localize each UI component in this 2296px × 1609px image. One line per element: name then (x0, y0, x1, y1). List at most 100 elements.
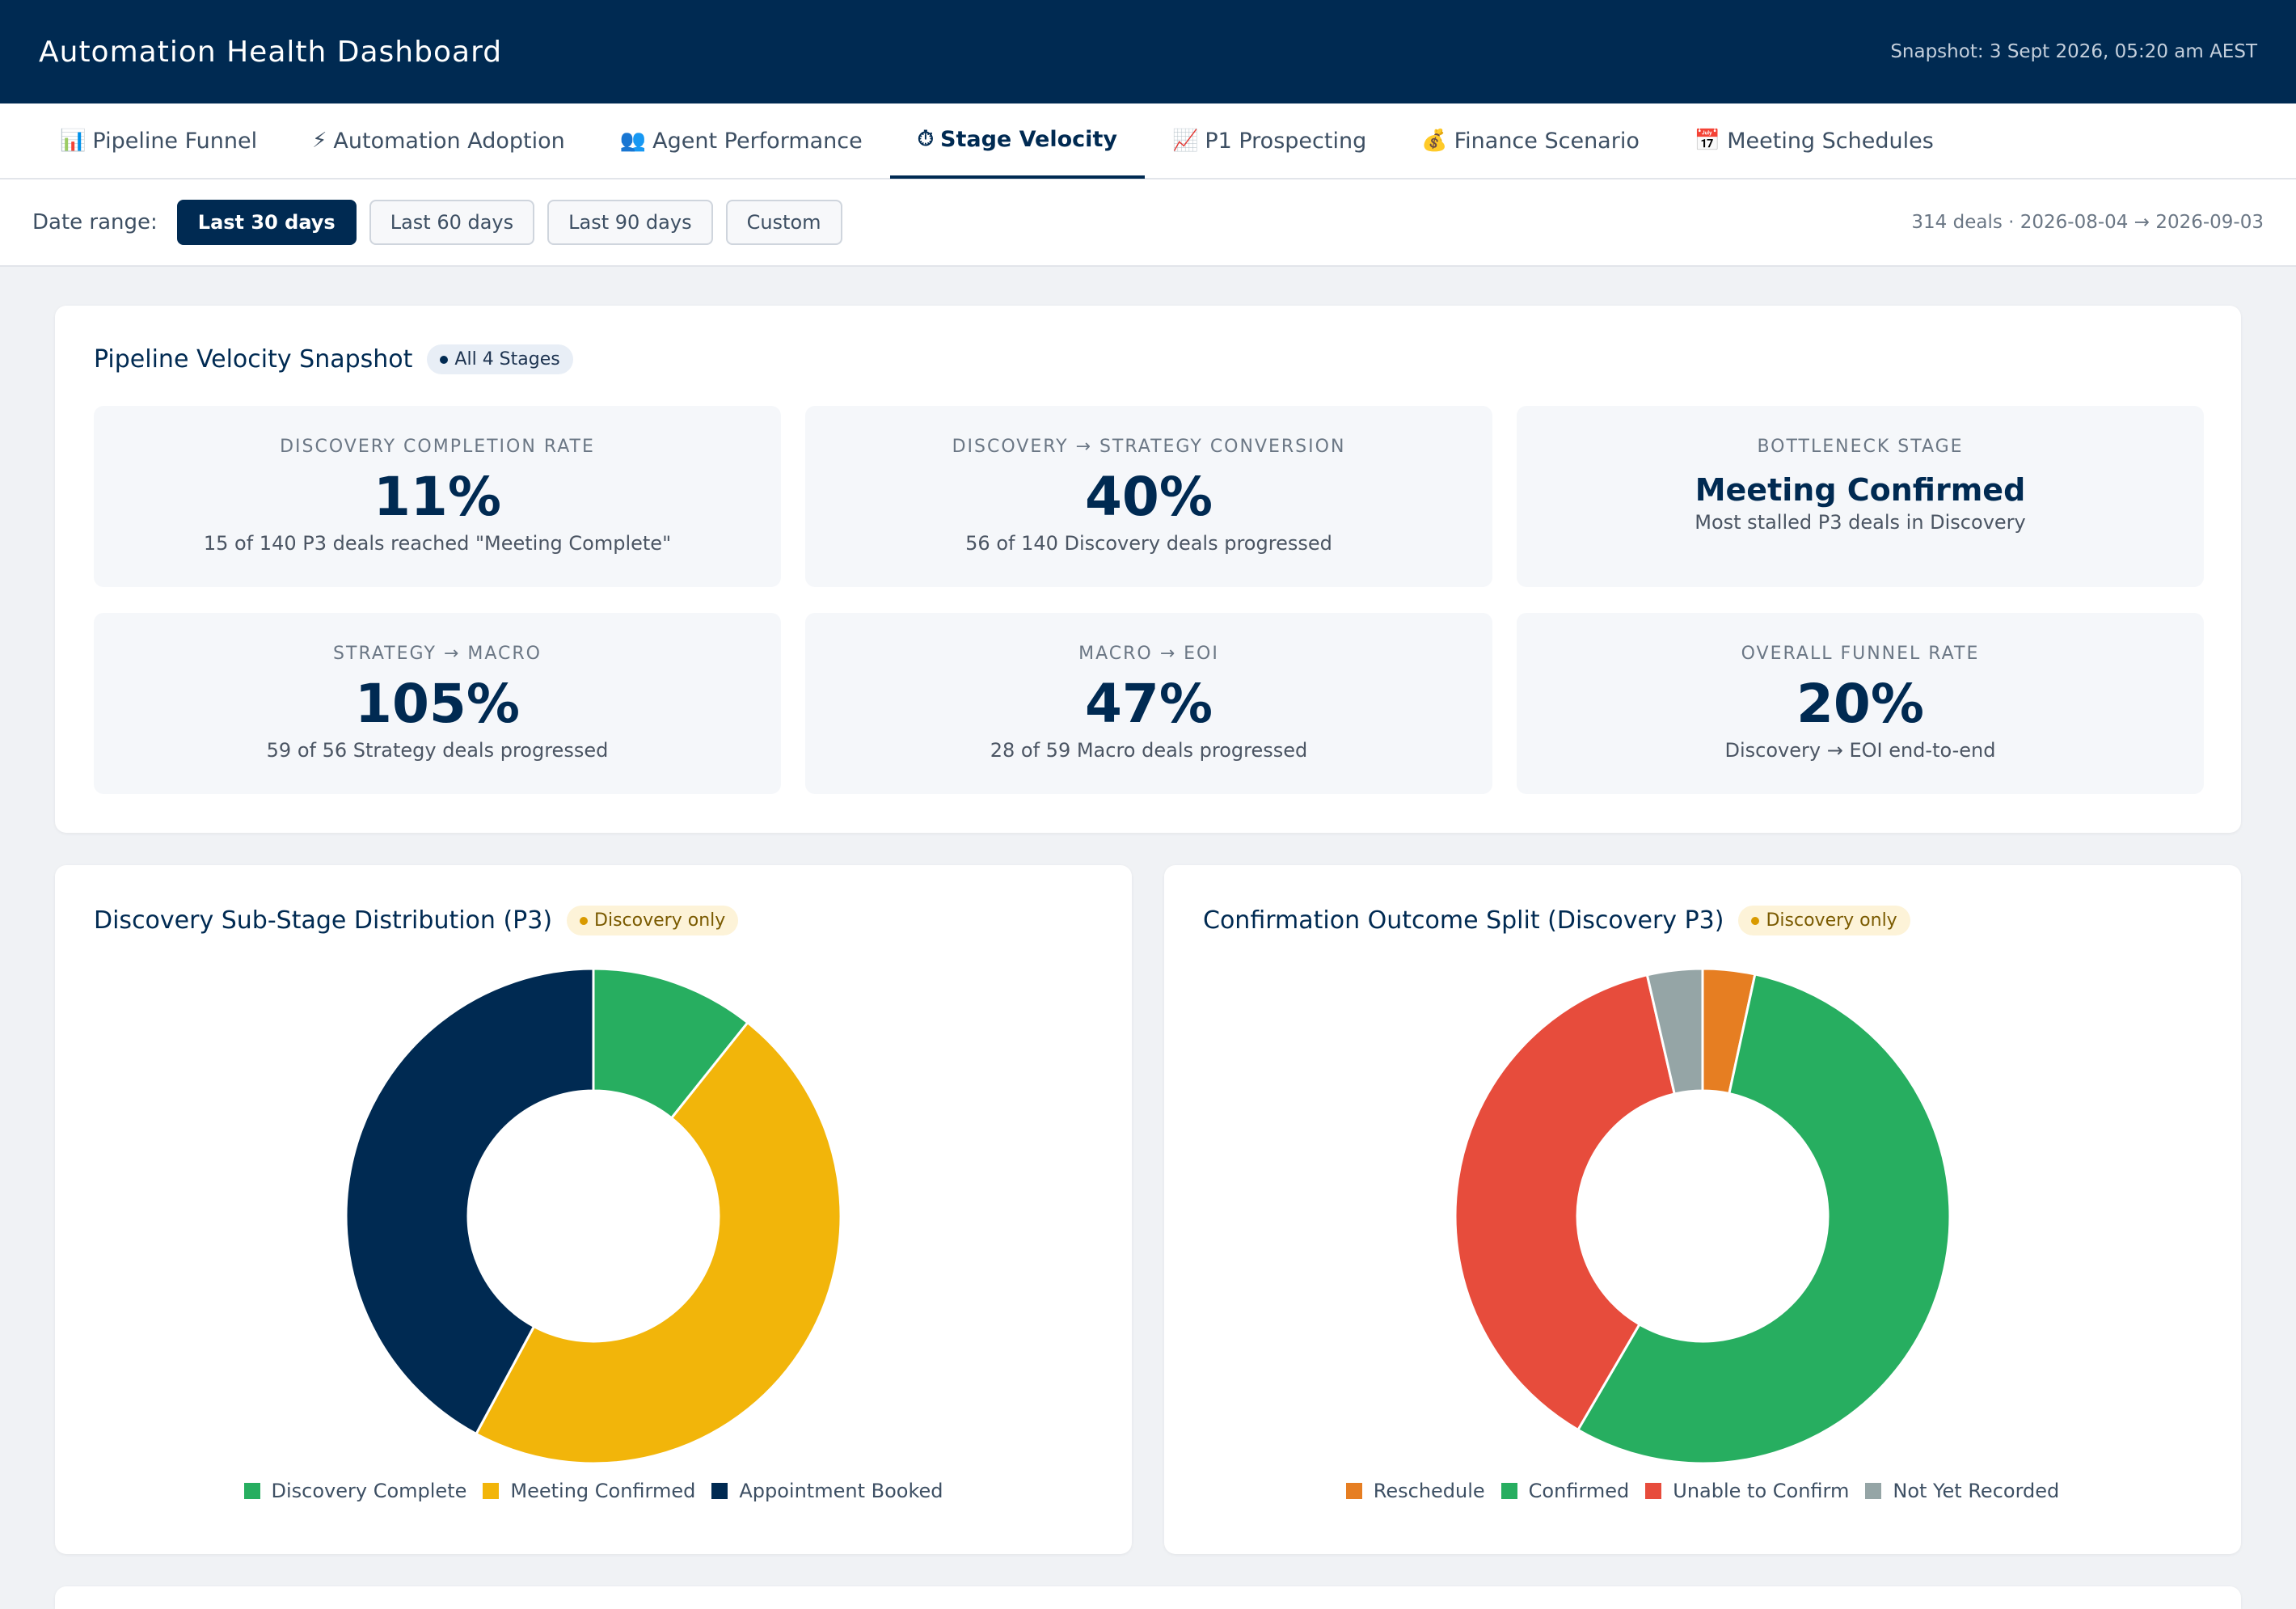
date-range-filter: Date range: Last 30 days Last 60 days La… (0, 179, 2296, 267)
kpi-label: MACRO → EOI (1078, 644, 1219, 664)
legend-swatch (711, 1483, 728, 1499)
kpi-value: 105% (355, 673, 520, 735)
stage-badge: All 4 Stages (427, 344, 573, 374)
kpi-label: DISCOVERY COMPLETION RATE (280, 437, 595, 457)
kpi-label: DISCOVERY → STRATEGY CONVERSION (952, 437, 1346, 457)
date-range-label: Date range: (32, 210, 158, 234)
legend-label: Reschedule (1373, 1480, 1485, 1502)
badge-dot (1751, 916, 1760, 925)
tab-label: Pipeline Funnel (92, 128, 258, 154)
card-title: Confirmation Outcome Split (Discovery P3… (1203, 906, 1724, 935)
legend-swatch (1645, 1483, 1662, 1499)
kpi-label: OVERALL FUNNEL RATE (1741, 644, 1980, 664)
legend-swatch (483, 1483, 500, 1499)
legend-item-unable-to-confirm[interactable]: Unable to Confirm (1645, 1480, 1849, 1502)
tab-finance-scenario[interactable]: 💰 Finance Scenario (1394, 103, 1667, 179)
tab-agent-performance[interactable]: 👥 Agent Performance (593, 103, 890, 179)
tab-meeting-schedules[interactable]: 📅 Meeting Schedules (1667, 103, 1961, 179)
kpi-discovery-strategy: DISCOVERY → STRATEGY CONVERSION 40% 56 o… (805, 406, 1492, 587)
discovery-only-badge: Discovery only (567, 906, 739, 935)
card-title: Pipeline Velocity Snapshot (94, 345, 413, 374)
badge-label: All 4 Stages (454, 349, 560, 370)
tab-label: Automation Adoption (333, 128, 565, 154)
app-header: Automation Health Dashboard Snapshot: 3 … (0, 0, 2296, 103)
donut-slice-meeting-confirmed[interactable] (474, 1020, 842, 1465)
badge-label: Discovery only (1766, 910, 1897, 931)
legend-label: Unable to Confirm (1673, 1480, 1850, 1502)
next-section-card (55, 1586, 2241, 1609)
kpi-overall-funnel: OVERALL FUNNEL RATE 20% Discovery → EOI … (1517, 613, 2204, 794)
badge-dot (440, 355, 449, 364)
kpi-label: BOTTLENECK STAGE (1757, 437, 1964, 457)
range-last-30-button[interactable]: Last 30 days (176, 200, 357, 245)
kpi-subtext: 56 of 140 Discovery deals progressed (965, 532, 1332, 555)
tab-label: P1 Prospecting (1205, 128, 1367, 154)
kpi-subtext: 15 of 140 P3 deals reached "Meeting Comp… (203, 532, 672, 555)
range-last-90-button[interactable]: Last 90 days (547, 200, 713, 245)
tab-label: Stage Velocity (940, 126, 1117, 152)
stopwatch-icon: ⏱ (917, 126, 935, 151)
kpi-discovery-completion: DISCOVERY COMPLETION RATE 11% 15 of 140 … (94, 406, 781, 587)
legend-swatch (1500, 1483, 1517, 1499)
tab-label: Meeting Schedules (1727, 128, 1934, 154)
substage-legend: Discovery Complete Meeting Confirmed Appoi… (55, 1480, 1132, 1502)
legend-item-meeting-confirmed[interactable]: Meeting Confirmed (483, 1480, 695, 1502)
kpi-subtext: Most stalled P3 deals in Discovery (1695, 511, 2026, 534)
legend-label: Meeting Confirmed (510, 1480, 696, 1502)
card-title-row: Confirmation Outcome Split (Discovery P3… (1203, 906, 1910, 935)
card-title-row: Discovery Sub-Stage Distribution (P3) Di… (94, 906, 739, 935)
kpi-label: STRATEGY → MACRO (333, 644, 542, 664)
app-title: Automation Health Dashboard (39, 35, 503, 69)
substage-donut-chart (344, 967, 842, 1465)
range-custom-button[interactable]: Custom (725, 200, 842, 245)
kpi-value: 40% (1085, 466, 1213, 528)
discovery-only-badge: Discovery only (1738, 906, 1910, 935)
legend-label: Discovery Complete (271, 1480, 467, 1502)
legend-label: Appointment Booked (739, 1480, 943, 1502)
legend-swatch (1345, 1483, 1362, 1499)
confirmation-legend: Reschedule Confirmed Unable to Confirm Not … (1164, 1480, 2241, 1502)
velocity-snapshot-card: Pipeline Velocity Snapshot All 4 Stages … (55, 306, 2241, 833)
legend-item-discovery-complete[interactable]: Discovery Complete (243, 1480, 467, 1502)
tab-label: Finance Scenario (1454, 128, 1640, 154)
trend-up-icon: 📈 (1171, 129, 1199, 153)
card-title: Discovery Sub-Stage Distribution (P3) (94, 906, 553, 935)
donut-slice-appointment-booked[interactable] (344, 967, 595, 1436)
kpi-subtext: 59 of 56 Strategy deals progressed (266, 739, 609, 762)
tab-label: Agent Performance (652, 128, 863, 154)
tab-p1-prospecting[interactable]: 📈 P1 Prospecting (1145, 103, 1394, 179)
donut-slice-not-yet-recorded[interactable] (1645, 967, 1704, 1096)
deal-count-summary: 314 deals · 2026-08-04 → 2026-09-03 (1911, 212, 2264, 233)
badge-dot (580, 916, 589, 925)
kpi-macro-eoi: MACRO → EOI 47% 28 of 59 Macro deals pro… (805, 613, 1492, 794)
tab-bar: 📊 Pipeline Funnel ⚡ Automation Adoption 👥 A… (0, 103, 2296, 179)
kpi-bottleneck-stage: BOTTLENECK STAGE Meeting Confirmed Most … (1517, 406, 2204, 587)
legend-item-confirmed[interactable]: Confirmed (1500, 1480, 1630, 1502)
confirmation-donut-chart (1454, 967, 1952, 1465)
people-icon: 👥 (619, 129, 647, 153)
tab-automation-adoption[interactable]: ⚡ Automation Adoption (285, 103, 593, 179)
snapshot-timestamp: Snapshot: 3 Sept 2026, 05:20 am AEST (1890, 41, 2257, 62)
tab-pipeline-funnel[interactable]: 📊 Pipeline Funnel (32, 103, 285, 179)
legend-item-reschedule[interactable]: Reschedule (1345, 1480, 1485, 1502)
kpi-subtext: Discovery → EOI end-to-end (1724, 739, 1996, 762)
legend-swatch (1865, 1483, 1882, 1499)
kpi-value: 11% (374, 466, 501, 528)
kpi-subtext: 28 of 59 Macro deals progressed (990, 739, 1308, 762)
money-bag-icon: 💰 (1421, 129, 1448, 153)
range-last-60-button[interactable]: Last 60 days (369, 200, 535, 245)
confirmation-outcome-card: Confirmation Outcome Split (Discovery P3… (1164, 865, 2241, 1554)
donut-slice-confirmed[interactable] (1576, 973, 1952, 1465)
card-title-row: Pipeline Velocity Snapshot All 4 Stages (94, 344, 573, 374)
tab-stage-velocity[interactable]: ⏱ Stage Velocity (889, 103, 1145, 179)
substage-distribution-card: Discovery Sub-Stage Distribution (P3) Di… (55, 865, 1132, 1554)
legend-item-appointment-booked[interactable]: Appointment Booked (711, 1480, 943, 1502)
calendar-icon: 📅 (1694, 129, 1721, 153)
legend-label: Confirmed (1528, 1480, 1630, 1502)
bar-chart-icon: 📊 (60, 129, 87, 153)
donut-slice-unable-to-confirm[interactable] (1454, 973, 1677, 1432)
legend-item-not-yet-recorded[interactable]: Not Yet Recorded (1865, 1480, 2059, 1502)
badge-label: Discovery only (594, 910, 726, 931)
lightning-icon: ⚡ (312, 129, 327, 153)
kpi-value: 20% (1796, 673, 1924, 735)
